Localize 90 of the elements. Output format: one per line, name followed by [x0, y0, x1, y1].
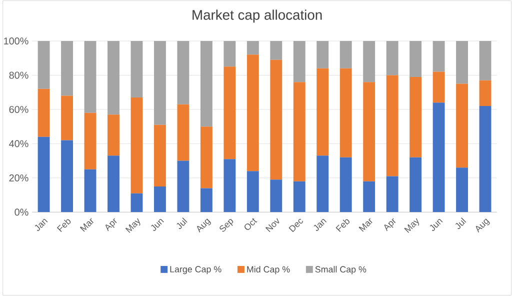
bar	[270, 41, 282, 60]
bar	[200, 41, 212, 127]
bar	[293, 181, 306, 212]
y-tick-label: 100%	[4, 38, 28, 45]
legend-label: Small Cap %	[315, 266, 366, 274]
bar	[38, 136, 50, 212]
bar	[432, 102, 445, 212]
bar	[177, 160, 190, 212]
bar	[38, 88, 50, 137]
chart-title: Market cap allocation	[192, 10, 322, 23]
x-tick-label: Feb	[56, 219, 71, 232]
x-tick-label: Jun	[430, 219, 443, 231]
x-tick-label: Jan	[34, 219, 48, 231]
bar	[293, 41, 306, 82]
x-tick-label: Apr	[384, 218, 396, 232]
bar	[316, 41, 329, 68]
bar	[84, 112, 96, 170]
y-tick-label: 40%	[9, 140, 28, 148]
x-tick-label: Oct	[244, 218, 258, 230]
bar	[108, 41, 120, 115]
bar	[386, 176, 398, 212]
bar	[316, 156, 329, 212]
x-tick-label: Dec	[288, 218, 303, 232]
bar	[246, 41, 259, 55]
x-tick-label: Aug	[476, 218, 490, 233]
x-tick-label: Feb	[336, 219, 350, 232]
bar	[432, 41, 445, 72]
x-tick-label: Jul	[176, 218, 188, 230]
x-tick-label: May	[404, 218, 420, 233]
x-tick-label: Mar	[358, 218, 372, 232]
bar	[432, 72, 445, 103]
bar	[293, 82, 306, 182]
bar	[177, 41, 190, 104]
bar	[224, 41, 236, 67]
bar	[61, 96, 73, 140]
bar	[154, 124, 166, 187]
y-tick-label: 20%	[9, 174, 28, 182]
bar	[386, 41, 398, 76]
bar	[316, 68, 329, 156]
bar	[340, 157, 352, 212]
x-tick-label: Jan	[314, 219, 327, 231]
bar	[130, 98, 143, 194]
bar	[386, 75, 398, 176]
bar	[200, 126, 212, 188]
bar	[154, 186, 166, 212]
bar	[224, 159, 236, 212]
y-tick-label: 0%	[14, 208, 28, 216]
bar	[61, 41, 73, 96]
bar	[456, 41, 468, 84]
y-tick-label: 80%	[9, 72, 28, 79]
x-tick-label: Jun	[151, 219, 164, 231]
legend-label: Mid Cap %	[247, 266, 290, 274]
bar	[130, 193, 143, 212]
x-tick-label: Mar	[80, 218, 94, 232]
bar	[270, 60, 282, 180]
bar	[410, 41, 422, 77]
bar	[224, 66, 236, 160]
bar	[340, 41, 352, 68]
bar	[246, 54, 259, 172]
bar	[479, 106, 492, 212]
bar	[340, 68, 352, 158]
bar	[363, 82, 376, 182]
bar	[154, 41, 166, 125]
bar	[410, 157, 422, 212]
bar	[246, 171, 259, 212]
x-tick-label: Nov	[265, 218, 280, 232]
bar	[108, 114, 120, 156]
x-tick-label: Apr	[105, 218, 117, 232]
x-tick-label: Aug	[197, 218, 211, 233]
bar	[456, 84, 468, 168]
bar	[84, 41, 96, 113]
bar	[84, 169, 96, 212]
bar	[479, 80, 492, 106]
bar	[456, 168, 468, 212]
legend-label: Large Cap %	[170, 266, 222, 274]
bar	[363, 181, 376, 212]
bar	[177, 104, 190, 161]
x-tick-label: May	[125, 218, 140, 233]
bar	[363, 41, 376, 82]
bar	[61, 140, 73, 212]
x-tick-label: Sep	[220, 219, 234, 232]
bar	[479, 41, 492, 80]
bar	[200, 188, 212, 212]
bar	[38, 41, 50, 89]
bar	[130, 41, 143, 98]
bar	[270, 180, 282, 212]
x-tick-label: Jul	[455, 218, 466, 230]
y-tick-label: 60%	[9, 106, 28, 113]
bar	[410, 76, 422, 158]
bar	[108, 156, 120, 212]
